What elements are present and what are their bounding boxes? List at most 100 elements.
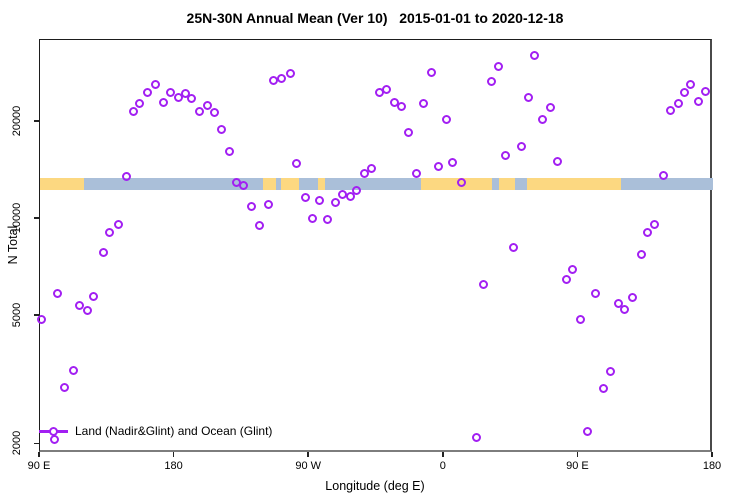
data-point: [209, 107, 219, 117]
map-band-segment-land: [262, 178, 277, 190]
data-point: [104, 227, 114, 237]
data-point: [679, 87, 689, 97]
map-band-segment-land: [40, 178, 84, 190]
map-band-segment-ocean: [83, 178, 263, 190]
x-tick-mark: [576, 452, 579, 457]
data-point: [701, 86, 711, 96]
data-point: [650, 219, 660, 229]
data-point: [441, 114, 451, 124]
data-point: [486, 76, 496, 86]
map-band-segment-ocean: [492, 178, 499, 190]
data-point: [202, 100, 212, 110]
data-point: [693, 96, 703, 106]
data-point: [381, 84, 391, 94]
x-tick-label: 90 E: [27, 460, 51, 472]
y-tick-mark: [34, 314, 39, 316]
data-point: [418, 98, 428, 108]
data-point: [619, 304, 629, 314]
map-band-segment-land: [420, 178, 493, 190]
map-band-segment-ocean: [299, 178, 318, 190]
data-point: [351, 185, 361, 195]
data-point: [53, 288, 63, 298]
data-point: [113, 219, 123, 229]
map-band-segment-land: [280, 178, 300, 190]
data-point: [359, 168, 369, 178]
data-point: [426, 67, 436, 77]
data-point: [254, 220, 264, 230]
data-point: [345, 191, 355, 201]
data-point: [150, 79, 160, 89]
map-band: [40, 178, 713, 190]
data-point: [598, 383, 608, 393]
data-point: [224, 146, 234, 156]
data-point: [590, 288, 600, 298]
data-point: [478, 279, 488, 289]
data-point: [121, 171, 131, 181]
x-tick-mark: [172, 452, 175, 457]
data-point: [322, 214, 332, 224]
data-point: [68, 365, 78, 375]
data-point: [165, 87, 175, 97]
data-point: [613, 298, 623, 308]
y-tick-label: 2000: [11, 431, 23, 456]
x-tick-label: 90 E: [566, 460, 589, 472]
data-point: [582, 426, 592, 436]
data-point: [658, 170, 668, 180]
data-point: [82, 305, 92, 315]
data-point: [456, 177, 466, 187]
data-point: [447, 157, 457, 167]
data-point: [216, 124, 226, 134]
data-point: [50, 435, 60, 445]
data-point: [529, 50, 539, 60]
data-point: [173, 92, 183, 102]
data-point: [637, 249, 646, 259]
x-tick-mark: [442, 452, 444, 457]
data-point: [500, 150, 510, 160]
data-point: [642, 227, 652, 237]
data-point: [685, 79, 695, 89]
data-point: [314, 195, 324, 205]
data-point: [561, 274, 571, 284]
x-tick-mark: [38, 452, 40, 457]
data-point: [238, 180, 248, 190]
data-point: [366, 163, 376, 173]
data-point: [403, 127, 413, 137]
data-point: [471, 433, 481, 443]
data-point: [523, 92, 533, 102]
x-tick-label: 180: [702, 460, 722, 472]
data-point: [285, 68, 295, 78]
x-tick-mark: [711, 452, 713, 457]
data-point: [666, 105, 676, 115]
map-band-segment-ocean: [515, 178, 528, 190]
data-point: [60, 382, 70, 392]
y-tick-label: 5000: [11, 302, 23, 328]
data-point: [575, 314, 585, 324]
data-point: [673, 98, 683, 108]
data-point: [516, 141, 526, 151]
data-point: [627, 292, 637, 302]
data-point: [291, 158, 301, 168]
x-tick-label: 180: [164, 460, 183, 472]
data-point: [537, 114, 547, 124]
y-axis-label: N Total: [6, 225, 20, 265]
y-tick-label: 20000: [11, 105, 23, 137]
map-band-segment-ocean: [276, 178, 281, 190]
data-point: [128, 106, 138, 116]
y-tick-mark: [34, 217, 39, 219]
data-point: [330, 197, 340, 207]
map-band-segment-land: [498, 178, 516, 190]
data-point: [98, 247, 108, 257]
data-point: [300, 192, 310, 202]
map-band-segment-ocean: [620, 178, 713, 190]
data-point: [74, 300, 84, 310]
data-point: [545, 102, 555, 112]
map-band-segment-land: [527, 178, 621, 190]
y-tick-mark: [34, 442, 39, 445]
x-tick-label: 90 W: [295, 460, 322, 472]
data-point: [263, 199, 273, 209]
data-point: [142, 87, 152, 97]
chart-title: 25N-30N Annual Mean (Ver 10) 2015-01-01 …: [186, 10, 564, 26]
map-band-segment-ocean: [324, 178, 421, 190]
data-point: [552, 156, 562, 166]
